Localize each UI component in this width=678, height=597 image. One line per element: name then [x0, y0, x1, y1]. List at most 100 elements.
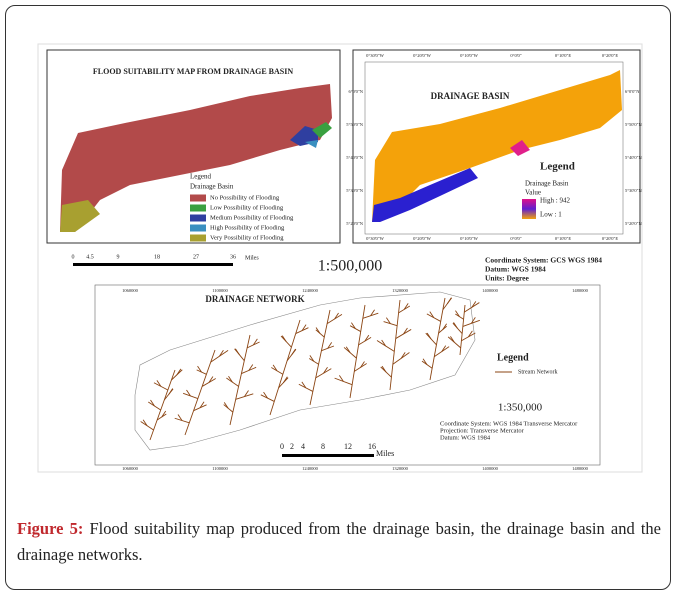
stream: [156, 380, 162, 387]
graticule-label: 6°0'0"N: [349, 89, 364, 94]
stream: [441, 345, 447, 352]
stream: [176, 368, 182, 376]
stream: [309, 309, 331, 406]
stream: [471, 301, 477, 308]
graticule-label: 5°50'0"N: [625, 122, 642, 127]
scale-number: 16: [368, 442, 376, 451]
caption-label: Figure 5:: [17, 519, 84, 538]
stream: [168, 388, 174, 395]
stream: [392, 352, 410, 365]
legend-low: Low : 1: [540, 211, 562, 219]
grid-label: 1100000: [212, 466, 228, 471]
flood-region: [60, 84, 332, 232]
grid-label: 1400000: [482, 288, 499, 293]
caption: Figure 5: Flood suitability map produced…: [17, 516, 661, 568]
scale-number: 8: [321, 442, 325, 451]
stream: [223, 402, 229, 409]
grid-label: 1240000: [302, 288, 319, 293]
legend-item: Stream Network: [518, 369, 558, 375]
stream: [351, 322, 356, 329]
stream: [370, 309, 375, 317]
stream: [380, 366, 392, 378]
legend-value: Value: [525, 189, 541, 197]
stream: [193, 404, 207, 412]
graticule-label: 0°20'0"W: [413, 53, 431, 58]
basin-map-title: DRAINAGE BASIN: [431, 91, 510, 101]
scale-bar: [73, 263, 233, 266]
stream: [381, 365, 387, 373]
legend-item: Medium Possibility of Flooding: [210, 214, 294, 221]
stream: [403, 327, 408, 335]
stream: [298, 383, 314, 392]
stream: [453, 322, 458, 329]
caption-text: Flood suitability map produced from the …: [17, 519, 661, 564]
legend-swatch: [190, 214, 206, 222]
stream: [161, 410, 167, 418]
stream: [301, 324, 307, 331]
stream: [446, 297, 452, 305]
graticule-label: 0°20'0"E: [602, 53, 618, 58]
scale-ratio: 1:500,000: [318, 258, 382, 275]
stream: [149, 369, 176, 441]
stream: [244, 390, 249, 397]
grid-label: 1060000: [122, 288, 139, 293]
stream: [235, 348, 240, 356]
scale-number: 12: [344, 442, 352, 451]
graticule-label: 5°50'0"N: [346, 122, 363, 127]
stream: [308, 358, 319, 365]
stream: [229, 334, 251, 426]
stream: [452, 322, 463, 334]
stream: [338, 375, 344, 382]
graticule-label: 6°0'0"N: [625, 89, 640, 94]
coordinate-text: Datum: WGS 1984: [485, 265, 546, 274]
scale-unit: Miles: [376, 449, 394, 458]
stream: [429, 311, 435, 318]
stream: [400, 352, 406, 359]
legend-high: High : 942: [540, 197, 570, 205]
stream: [208, 376, 214, 383]
scale-ratio: 1:350,000: [498, 402, 543, 414]
stream: [263, 391, 268, 399]
graticule-label: 0°30'0"W: [366, 53, 384, 58]
stream: [291, 348, 296, 356]
stream: [442, 323, 447, 330]
coordinate-text: Coordinate System: GCS WGS 1984: [485, 256, 602, 265]
stream: [142, 419, 148, 427]
stream: [201, 378, 216, 387]
graticule-label: 5°40'0"N: [625, 155, 642, 160]
stream: [426, 313, 441, 322]
graticule-label: 0°0'0": [510, 53, 521, 58]
stream: [376, 340, 395, 352]
basin-region: [510, 140, 530, 156]
stream: [429, 297, 446, 381]
stream: [272, 364, 278, 372]
stream: [309, 355, 315, 362]
graticule-label: 0°10'0"E: [555, 53, 571, 58]
grid-label: 1060000: [122, 466, 139, 471]
scale-number: 27: [193, 254, 199, 260]
stream: [389, 299, 401, 391]
legend-item: Low Possibility of Flooding: [210, 204, 284, 211]
legend-item: Very Possibility of Flooding: [210, 234, 284, 241]
stream: [186, 389, 191, 397]
flood-region: [290, 126, 318, 146]
stream: [349, 304, 366, 399]
coordinate-text: Datum: WGS 1984: [440, 434, 491, 441]
stream: [219, 350, 224, 357]
stream: [362, 312, 379, 319]
graticule-label: 0°10'0"W: [460, 53, 478, 58]
legend-item: No Possibility of Flooding: [210, 194, 280, 201]
stream: [447, 336, 462, 349]
legend-item: High Possibility of Flooding: [210, 224, 285, 231]
graticule-label: 0°10'0"E: [555, 236, 571, 241]
stream: [358, 336, 372, 346]
stream: [184, 349, 216, 436]
legend-swatch: [190, 234, 206, 242]
network-map-title: DRAINAGE NETWORK: [205, 294, 304, 304]
stream: [315, 329, 325, 338]
stream: [281, 335, 287, 342]
stream: [470, 317, 476, 324]
stream: [248, 364, 254, 371]
stream: [280, 335, 292, 348]
graticule-label: 5°40'0"N: [346, 155, 363, 160]
